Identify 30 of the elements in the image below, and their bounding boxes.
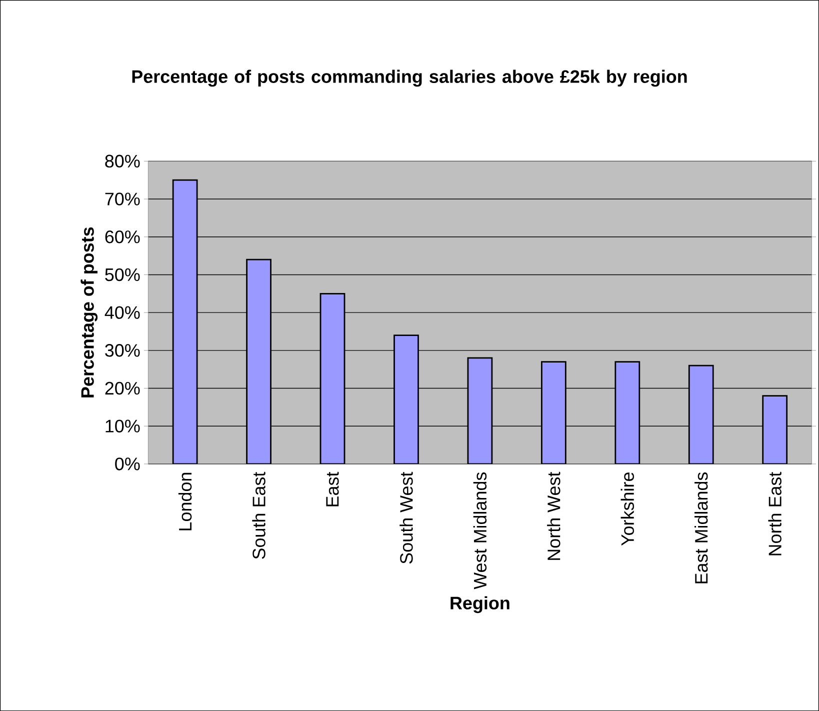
y-tick-label: 80% [105,154,140,168]
x-tick-label: East [326,472,339,506]
y-axis-title: Percentage of posts [80,227,98,398]
bar [172,179,198,464]
bar [320,292,346,464]
x-axis-title: Region [450,596,510,614]
y-tick-label: 40% [104,306,140,319]
chart-title: Percentage of posts commanding salaries above £25k by region [132,70,687,87]
bar [246,258,272,464]
x-tick-label: South West [400,472,413,564]
y-tick-label: 70% [105,192,140,206]
x-tick-label: South East [252,472,266,559]
bar [540,361,566,464]
x-tick-label: East Midlands [694,472,708,584]
y-tick-label: 30% [105,344,140,357]
x-tick-label: West Midlands [473,472,487,590]
y-tick-label: 0% [115,458,140,470]
bar [688,364,714,464]
bar [467,357,493,464]
bar [762,395,788,464]
x-tick-label: London [178,472,192,530]
bar [394,334,419,464]
y-tick-label: 10% [106,420,140,432]
y-tick-label: 50% [105,268,140,282]
x-tick-label: Yorkshire [620,472,634,546]
bar [614,361,640,464]
x-tick-label: North West [547,472,560,560]
y-tick-label: 20% [105,382,140,395]
y-tick-label: 60% [105,230,140,244]
x-tick-label: North East [768,472,782,556]
